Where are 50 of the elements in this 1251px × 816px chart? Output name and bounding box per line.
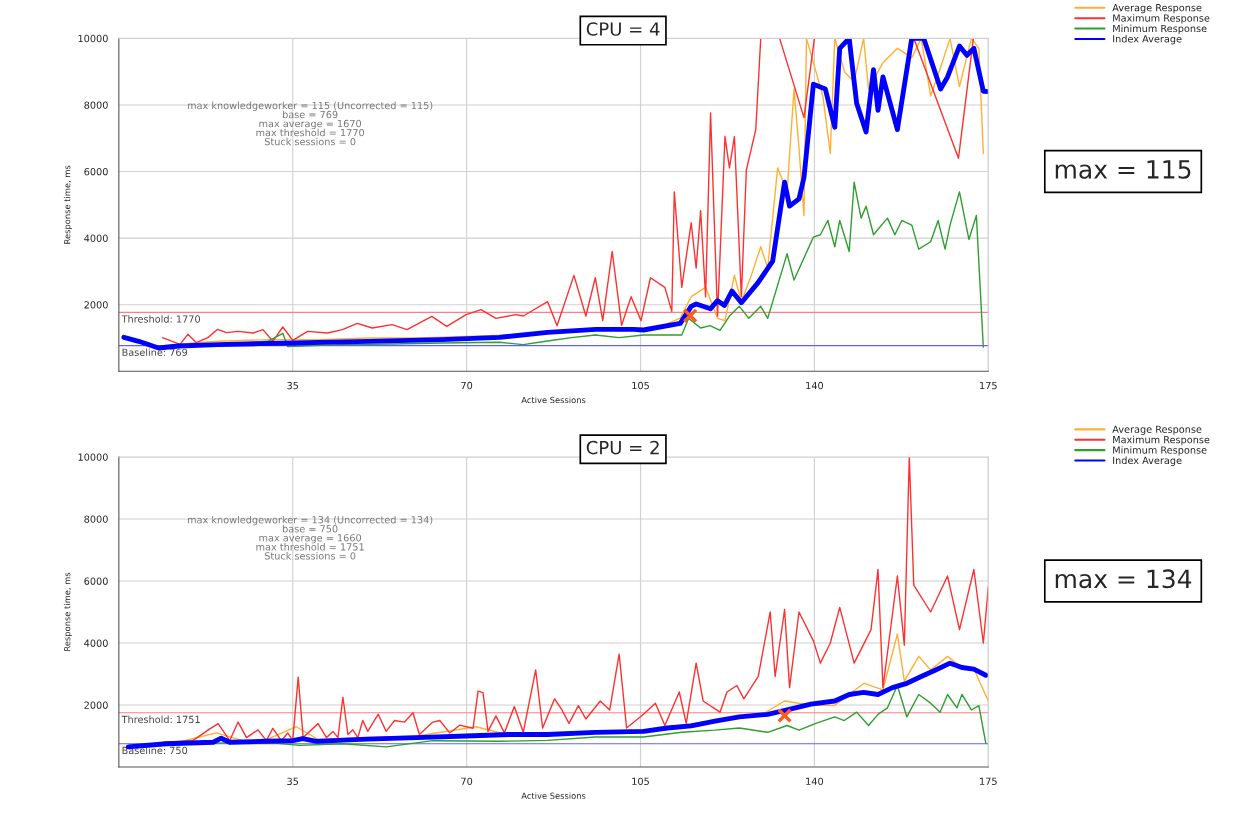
y-axis-title: Response time, ms bbox=[63, 572, 72, 651]
legend-label: Average Response bbox=[1112, 4, 1202, 14]
y-tick-label: 8000 bbox=[84, 515, 108, 523]
x-tick-label: 175 bbox=[980, 382, 997, 390]
x-tick-label: 140 bbox=[806, 777, 824, 785]
annotation: max average = 1670 bbox=[259, 119, 362, 130]
legend-label: Average Response bbox=[1112, 425, 1202, 435]
annotation: max threshold = 1770 bbox=[256, 128, 365, 137]
y-tick-label: 2000 bbox=[84, 701, 108, 709]
y-tick-label: 6000 bbox=[84, 577, 108, 585]
chart-title: CPU = 4 bbox=[586, 22, 660, 36]
x-tick-label: 70 bbox=[461, 381, 473, 390]
annotation: max average = 1660 bbox=[259, 534, 362, 544]
legend-label: Maximum Response bbox=[1113, 435, 1210, 446]
y-tick-label: 10000 bbox=[78, 453, 108, 461]
x-axis-title: Active Sessions bbox=[521, 396, 586, 404]
annotation: max threshold = 1751 bbox=[256, 542, 364, 551]
x-tick-label: 140 bbox=[806, 381, 824, 390]
chart-title: CPU = 2 bbox=[586, 440, 659, 455]
annotation: Stuck sessions = 0 bbox=[264, 552, 356, 560]
x-tick-label: 175 bbox=[980, 777, 997, 785]
ref-line-label: Threshold: 1751 bbox=[121, 715, 200, 724]
x-tick-label: 105 bbox=[632, 777, 649, 785]
x-tick-label: 105 bbox=[632, 381, 649, 390]
x-tick-label: 35 bbox=[287, 777, 299, 785]
text: max = 134 bbox=[1055, 569, 1192, 589]
x-tick-label: 35 bbox=[287, 381, 299, 390]
ref-line-label: Baseline: 750 bbox=[122, 746, 188, 755]
annotation: Stuck sessions = 0 bbox=[264, 137, 356, 146]
annotation: base = 769 bbox=[282, 110, 338, 119]
ref-line-label: Baseline: 769 bbox=[122, 348, 188, 356]
x-axis-title: Active Sessions bbox=[521, 792, 586, 799]
legend-label: Maximum Response bbox=[1113, 14, 1210, 24]
annotation: max knowledgeworker = 115 (Uncorrected = 115) bbox=[187, 101, 433, 112]
text: max = 115 bbox=[1055, 160, 1191, 179]
annotation: base = 750 bbox=[282, 524, 338, 533]
y-tick-label: 2000 bbox=[84, 301, 108, 309]
annotation: max knowledgeworker = 134 (Uncorrected = 134) bbox=[187, 515, 433, 526]
legend-label: Index Average bbox=[1113, 34, 1182, 45]
y-tick-label: 4000 bbox=[84, 234, 108, 242]
y-tick-label: 4000 bbox=[84, 639, 108, 647]
x-tick-label: 70 bbox=[461, 777, 473, 785]
legend-label: Minimum Response bbox=[1113, 24, 1207, 34]
legend-label: Index Average bbox=[1113, 456, 1182, 466]
ref-line-label: Threshold: 1770 bbox=[121, 315, 200, 323]
y-tick-label: 8000 bbox=[84, 101, 108, 109]
y-tick-label: 6000 bbox=[84, 168, 108, 176]
y-tick-label: 10000 bbox=[78, 34, 108, 43]
y-axis-title: Response time, ms bbox=[63, 165, 72, 244]
legend-label: Minimum Response bbox=[1113, 446, 1207, 456]
